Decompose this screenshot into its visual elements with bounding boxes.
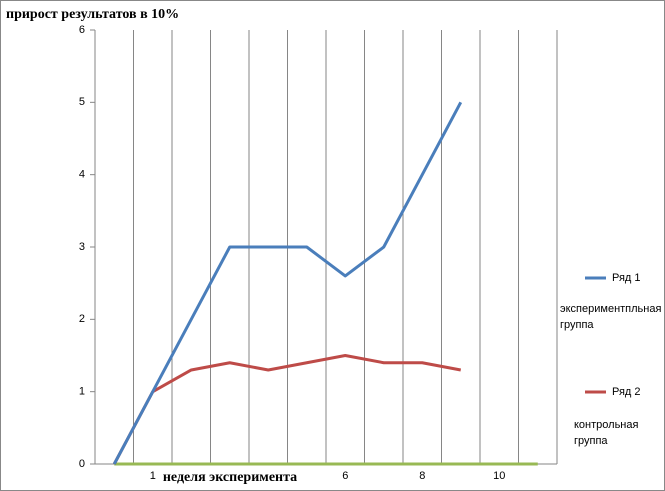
- y-tick-label: 1: [79, 386, 85, 398]
- x-axis-label: неделя эксперимента: [163, 470, 297, 485]
- annotation: группа: [574, 435, 608, 447]
- x-tick-label: 1: [150, 470, 156, 482]
- x-tick-label: 8: [419, 470, 425, 482]
- chart-title: прирост результатов в 10%: [6, 7, 179, 22]
- line-series: [112, 354, 462, 465]
- x-tick-label: 6: [342, 470, 348, 482]
- legend-label: Ряд 1: [612, 272, 641, 284]
- legend-label: Ряд 2: [612, 386, 641, 398]
- y-tick-label: 6: [79, 24, 85, 36]
- y-tick-label: 5: [79, 96, 85, 108]
- x-tick-label: 10: [493, 470, 505, 482]
- y-tick-label: 3: [79, 241, 85, 253]
- y-tick-label: 0: [79, 458, 85, 470]
- annotation: группа: [560, 319, 594, 331]
- y-tick-label: 2: [79, 313, 85, 325]
- annotation: контрольная: [574, 419, 639, 431]
- line-series: [112, 101, 463, 465]
- y-tick-label: 4: [79, 169, 85, 181]
- annotation: экспериментпльная: [560, 303, 661, 315]
